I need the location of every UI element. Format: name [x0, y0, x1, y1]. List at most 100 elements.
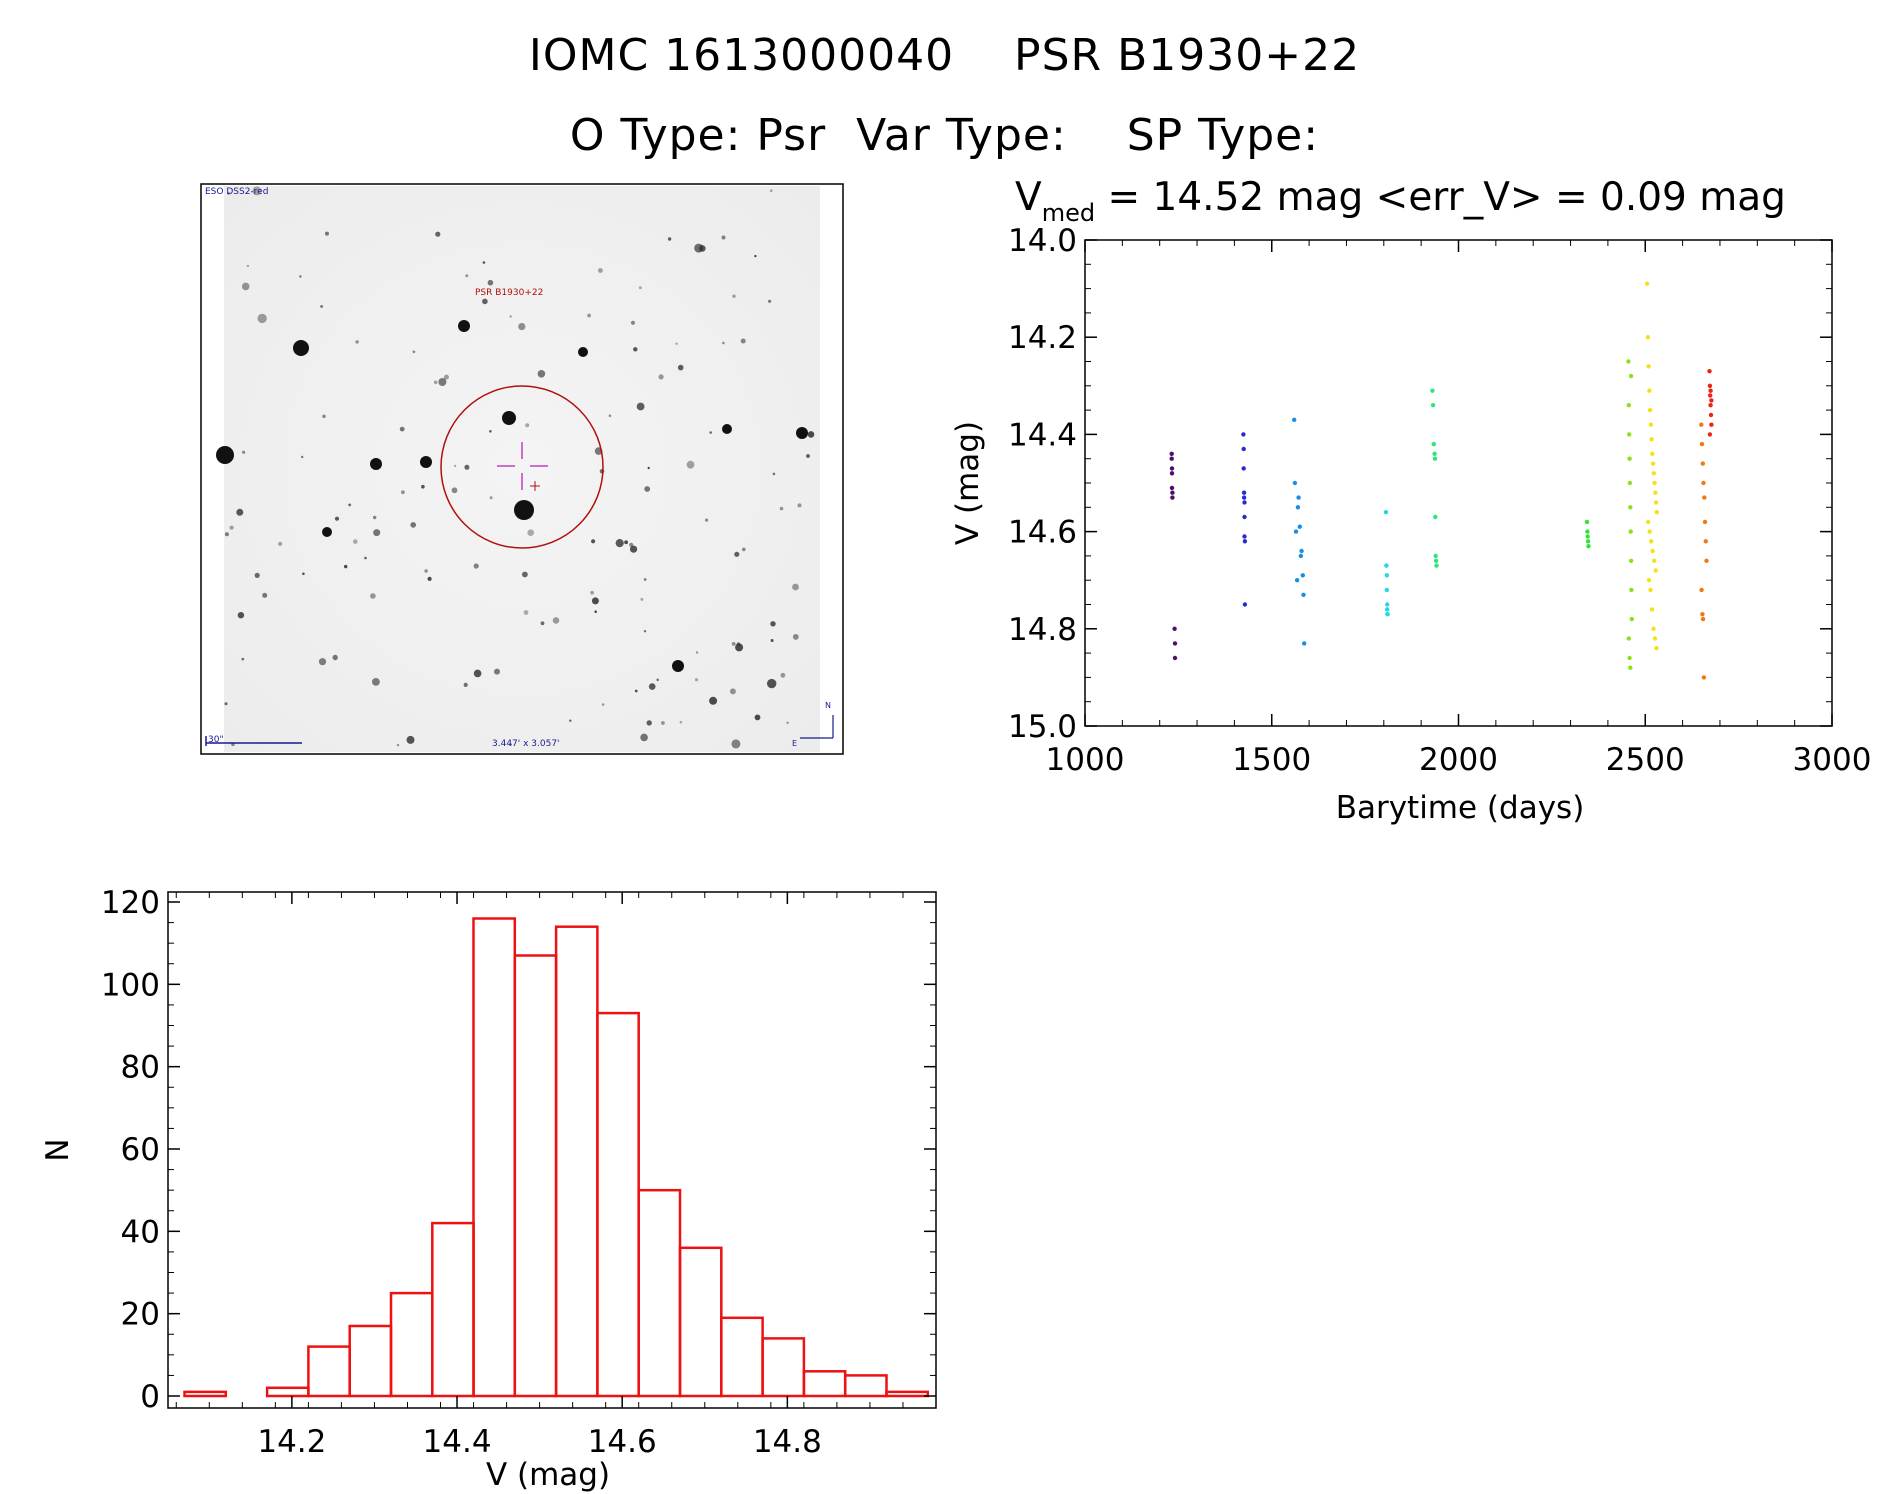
star — [241, 282, 250, 291]
star — [373, 529, 381, 537]
star — [608, 414, 612, 418]
star — [646, 720, 652, 726]
lc-point — [1292, 480, 1298, 486]
lc-point — [1584, 519, 1590, 525]
star — [489, 430, 492, 433]
lc-point — [1384, 573, 1390, 578]
lc-point — [1647, 407, 1653, 413]
lc-point — [1384, 587, 1390, 593]
hist-xtick-label: 14.4 — [423, 1424, 492, 1460]
star — [770, 639, 774, 642]
hist-xtick-label: 14.2 — [257, 1424, 326, 1460]
star — [237, 612, 245, 619]
target-label: PSR B1930+22 — [475, 288, 543, 298]
star — [396, 743, 400, 747]
hist-xtick-label: 14.8 — [753, 1424, 822, 1460]
star — [451, 487, 458, 494]
histogram-bar — [843, 1374, 888, 1398]
lc-xtick-label: 1500 — [1232, 742, 1311, 778]
lc-ytick-label: 14.6 — [1008, 515, 1077, 551]
star — [410, 522, 417, 528]
lc-point — [1652, 558, 1657, 563]
lc-point — [1242, 539, 1248, 544]
star — [427, 576, 432, 582]
histogram-ylabel: N — [40, 1138, 76, 1161]
histogram-bar — [431, 1221, 475, 1398]
star — [780, 672, 786, 678]
star — [656, 678, 659, 682]
star — [406, 735, 415, 744]
lc-point — [1647, 388, 1652, 393]
lc-point — [1649, 539, 1654, 544]
star — [401, 490, 405, 495]
target-crosshair — [497, 442, 548, 490]
lc-point — [1292, 417, 1297, 422]
histogram-frame — [167, 891, 937, 1409]
star — [458, 320, 470, 332]
star — [709, 696, 718, 705]
lc-point — [1709, 398, 1714, 403]
lc-point — [1241, 495, 1247, 500]
star — [807, 431, 815, 438]
star — [424, 569, 428, 573]
star — [344, 564, 348, 569]
lc-point — [1295, 505, 1301, 510]
lc-point — [1700, 616, 1706, 622]
star — [638, 286, 642, 290]
histogram-bar — [885, 1390, 930, 1398]
lc-point — [1385, 612, 1390, 617]
lc-ytick-label: 14.4 — [1008, 417, 1077, 453]
star — [322, 527, 332, 537]
star — [578, 347, 588, 357]
star — [643, 578, 647, 581]
lc-point — [1431, 441, 1437, 447]
finder-chart-image: ESO DSS2-red PSR B1930+22 30" 3.447' x 3… — [200, 183, 844, 755]
star — [353, 539, 358, 544]
hist-ytick-label: 100 — [101, 967, 160, 1003]
star — [630, 545, 638, 553]
histogram-bar — [761, 1337, 806, 1398]
star — [598, 268, 603, 273]
star — [453, 464, 457, 468]
light-curve-axes: 1000 1500 2000 2500 3000 14.0 14.2 14.4 14.6 14.8… — [1008, 223, 1871, 778]
star — [722, 424, 732, 434]
star — [443, 374, 449, 380]
lc-point — [1626, 636, 1632, 641]
star — [373, 515, 377, 520]
star — [254, 572, 260, 579]
lc-point — [1653, 490, 1658, 495]
target-circle — [440, 385, 604, 549]
histogram-bar — [678, 1246, 723, 1398]
star — [229, 525, 234, 530]
star — [786, 721, 789, 724]
lc-point — [1628, 529, 1633, 534]
lc-point — [1702, 495, 1707, 500]
lc-point — [1653, 500, 1659, 505]
lc-point — [1654, 510, 1660, 515]
star — [796, 427, 808, 439]
finder-stars — [216, 186, 815, 749]
lc-point — [1707, 432, 1713, 437]
light-curve-points — [1169, 281, 1714, 680]
lc-point — [1298, 553, 1304, 559]
star — [732, 294, 736, 298]
hist-ytick-label: 80 — [121, 1050, 160, 1086]
star — [722, 341, 725, 345]
histogram-bar — [554, 925, 599, 1398]
star — [514, 500, 534, 520]
star — [435, 231, 441, 237]
light-curve-xlabel: Barytime (days) — [1336, 790, 1585, 826]
lc-point — [1650, 451, 1655, 456]
lc-point — [1241, 490, 1247, 495]
star — [246, 264, 250, 268]
star — [301, 455, 304, 459]
star — [754, 254, 757, 258]
lc-point — [1708, 403, 1713, 408]
lc-point — [1242, 602, 1248, 607]
lc-point — [1241, 432, 1246, 437]
star — [372, 678, 380, 686]
hist-xtick-label: 14.6 — [588, 1424, 657, 1460]
star — [241, 657, 245, 661]
fov-label: 3.447' x 3.057' — [492, 739, 560, 749]
compass: N E — [792, 701, 834, 748]
